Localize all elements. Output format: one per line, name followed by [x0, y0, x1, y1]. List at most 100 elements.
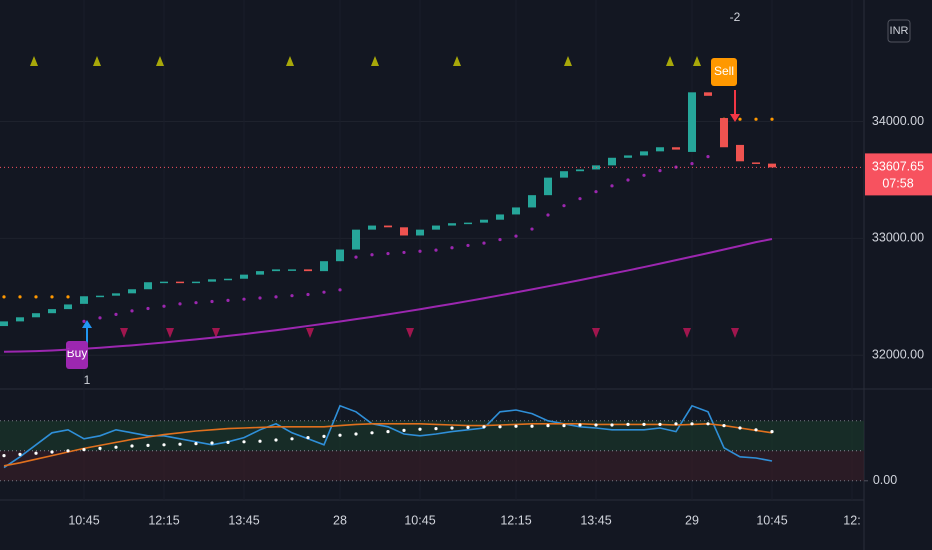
sar-dot — [738, 117, 742, 121]
sar-dot — [594, 190, 598, 194]
oscillator-dot — [546, 424, 550, 428]
sar-dot — [50, 295, 54, 299]
candle-body — [304, 269, 312, 272]
down-triangle — [306, 328, 314, 338]
candle-body — [640, 151, 648, 156]
x-tick-label: 10:45 — [756, 513, 787, 527]
sar-dot — [2, 295, 6, 299]
candle-body — [336, 249, 344, 262]
oscillator-dot — [146, 443, 150, 447]
down-triangle — [406, 328, 414, 338]
candle-body — [544, 177, 552, 196]
oscillator-dot — [578, 423, 582, 427]
sar-dot — [82, 319, 86, 323]
candle-body — [0, 321, 8, 327]
candle-body — [448, 223, 456, 226]
oscillator-dot — [194, 442, 198, 446]
sar-dot — [754, 117, 758, 121]
oscillator-dot — [770, 430, 774, 434]
oscillator-dot — [98, 446, 102, 450]
sar-dot — [242, 297, 246, 301]
candle-body — [560, 171, 568, 178]
sar-dot — [274, 295, 278, 299]
candle-body — [96, 295, 104, 298]
candle-body — [128, 289, 136, 294]
oscillator-dot — [50, 450, 54, 454]
candle-body — [528, 195, 536, 208]
candle-body — [496, 214, 504, 220]
oscillator-dot — [258, 439, 262, 443]
candle-body — [240, 274, 248, 279]
sar-dot — [402, 250, 406, 255]
down-triangle — [592, 328, 600, 338]
candle-body — [576, 169, 584, 172]
down-triangle — [166, 328, 174, 338]
sar-dot — [194, 301, 198, 305]
candle-body — [224, 278, 232, 281]
oscillator-dot — [690, 422, 694, 426]
oscillator-dot — [2, 454, 6, 458]
up-triangle — [564, 56, 572, 66]
sar-dot — [386, 252, 390, 256]
sar-dot — [418, 249, 422, 253]
sar-dot — [546, 213, 550, 217]
sar-dot — [626, 178, 630, 182]
sar-dot — [658, 169, 662, 173]
oscillator-dot — [242, 440, 246, 444]
oscillator-dot — [466, 425, 470, 429]
candle-body — [736, 144, 744, 162]
oscillator-dot — [418, 427, 422, 431]
candle-body — [704, 92, 712, 96]
up-triangle — [666, 56, 674, 66]
oscillator-line — [3, 404, 773, 469]
currency-box — [887, 19, 911, 43]
oscillator-dot — [642, 422, 646, 426]
up-triangle — [30, 56, 38, 66]
up-triangle — [371, 56, 379, 66]
sar-dot — [322, 290, 326, 294]
sar-dot — [290, 294, 294, 298]
sar-dot — [114, 312, 118, 316]
oscillator-dot — [514, 424, 518, 428]
candle-body — [32, 313, 40, 318]
oscillator-dot — [226, 440, 230, 444]
candle-body — [352, 229, 360, 250]
buy-arrow-head — [82, 320, 92, 328]
up-triangle — [693, 56, 701, 66]
sar-dot — [706, 155, 710, 159]
oscillator-dot — [738, 426, 742, 430]
sell-badge — [711, 58, 737, 86]
sar-dot — [642, 173, 646, 177]
candle-body — [480, 219, 488, 223]
up-triangle — [453, 56, 461, 66]
sar-dot — [514, 234, 518, 238]
moving-average — [3, 238, 773, 353]
oscillator-dot — [706, 422, 710, 426]
candle-body — [672, 147, 680, 150]
sar-dot — [498, 237, 502, 242]
sar-dot — [530, 227, 534, 231]
candle-body — [16, 317, 24, 322]
sar-dot — [146, 306, 150, 311]
candle-body — [80, 296, 88, 304]
candle-body — [656, 147, 664, 152]
oscillator-dot — [130, 444, 134, 448]
down-triangle — [120, 328, 128, 338]
band — [0, 420, 864, 451]
x-tick-label: 12:15 — [500, 513, 531, 527]
sar-dot — [34, 295, 38, 299]
oscillator-dot — [34, 451, 38, 455]
sar-dot — [434, 248, 438, 252]
x-tick-label: 13:45 — [228, 513, 259, 527]
oscillator-dot — [594, 423, 598, 427]
sar-dot — [258, 296, 262, 300]
candle-body — [400, 227, 408, 236]
oscillator-dot — [18, 452, 22, 456]
x-tick-label: 10:45 — [404, 513, 435, 527]
candle-body — [160, 281, 168, 284]
sell-label: Sell — [714, 64, 734, 78]
candle-body — [432, 225, 440, 230]
down-triangle — [731, 328, 739, 338]
candle-body — [368, 225, 376, 230]
